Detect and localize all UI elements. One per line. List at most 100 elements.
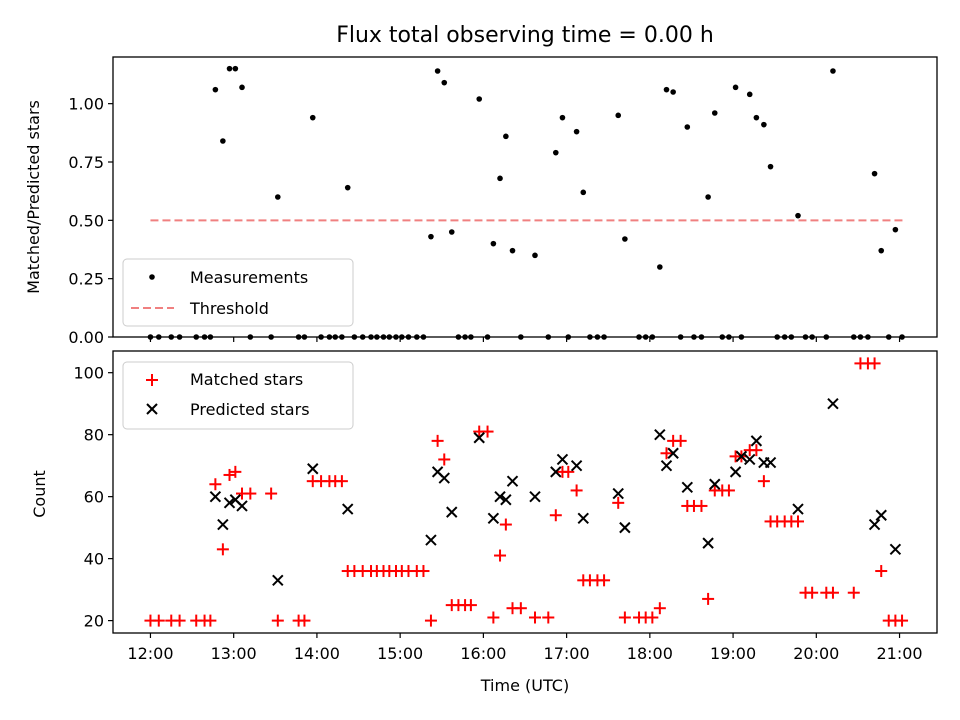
top-plot-frame (112, 56, 938, 338)
matched-star-point (209, 478, 222, 491)
top-legend-box (122, 258, 354, 327)
top-panel: Flux total observing time = 0.00 h Match… (24, 23, 938, 347)
measurement-point (761, 121, 767, 128)
predicted-star-point (619, 521, 631, 534)
measurement-point (711, 110, 718, 116)
matched-star-point (653, 602, 666, 615)
predicted-star-point (764, 456, 777, 469)
predicted-star-point (750, 435, 763, 447)
measurement-point (434, 68, 441, 74)
y-tick-label: 0.50 (68, 211, 104, 230)
predicted-star-point (654, 428, 666, 441)
y-tick-label: 20 (84, 612, 104, 631)
x-tick-label: 13:00 (211, 644, 257, 663)
measurement-point (892, 226, 899, 233)
x-axis-label: Time (UTC) (480, 676, 569, 695)
measurement-point (226, 65, 233, 72)
predicted-star-point (236, 500, 248, 512)
matched-star-point (229, 465, 242, 478)
matched-star-point (152, 614, 165, 627)
measurement-point (503, 133, 509, 140)
predicted-star-point (577, 512, 589, 525)
matched-star-point (204, 614, 217, 627)
measurement-point (830, 68, 836, 74)
matched-star-point (528, 611, 541, 624)
matched-star-point (549, 509, 562, 522)
matched-star-point (265, 487, 278, 500)
predicted-star-point (217, 518, 229, 531)
measurement-point (490, 240, 497, 247)
predicted-star-point (889, 543, 902, 556)
measurement-point (552, 149, 559, 156)
legend-label-predicted: Predicted stars (190, 400, 310, 419)
matched-star-point (646, 611, 659, 624)
bottom-y-axis-label: Count (30, 470, 49, 518)
legend-marker-predicted (146, 403, 158, 415)
predicted-star-point (425, 534, 437, 546)
matched-star-point (424, 614, 437, 627)
predicted-star-point (209, 490, 222, 503)
matched-star-point (618, 611, 631, 624)
x-tick-label: 15:00 (377, 644, 423, 663)
measurement-point (871, 170, 878, 177)
measurement-point (746, 91, 753, 98)
predicted-star-point (744, 453, 756, 466)
predicted-star-point (827, 397, 839, 410)
measurement-point (732, 84, 739, 91)
y-tick-label: 0.75 (68, 153, 104, 172)
legend-label-matched: Matched stars (190, 370, 303, 389)
bottom-plot-frame (112, 350, 938, 634)
y-tick-label: 80 (84, 426, 104, 445)
measurement-point (275, 194, 281, 200)
matched-star-point (750, 444, 763, 457)
bottom-x-ticks: 12:00 13:00 14:00 15:00 16:00 17:00 18:00 19:00… (127, 633, 923, 663)
top-plot-area (147, 65, 905, 340)
predicted-star-point (500, 494, 512, 506)
matched-star-point (335, 475, 348, 488)
matched-star-point (481, 425, 494, 438)
predicted-star-point (342, 503, 354, 515)
matched-star-point (826, 586, 839, 599)
predicted-star-point (556, 453, 569, 466)
predicted-star-point (792, 503, 804, 515)
measurement-point (232, 65, 239, 72)
measurement-point (795, 212, 801, 219)
matched-star-point (542, 611, 555, 624)
matched-star-point (173, 614, 186, 627)
predicted-star-point (438, 472, 450, 484)
legend-label-measurements: Measurements (190, 268, 308, 287)
legend-marker-matched (146, 374, 158, 386)
matched-star-point (487, 611, 500, 624)
predicted-star-point (529, 490, 541, 503)
predicted-star-point (702, 537, 714, 549)
x-tick-label: 19:00 (710, 644, 756, 663)
y-tick-label: 0.00 (68, 328, 104, 347)
measurement-point (663, 86, 670, 93)
predicted-star-point (272, 574, 284, 587)
bottom-legend: Matched stars Predicted stars (122, 361, 354, 430)
matched-star-point (875, 565, 888, 578)
x-tick-label: 12:00 (127, 644, 173, 663)
y-tick-label: 0.25 (68, 270, 104, 289)
predicted-star-point (223, 497, 236, 509)
matched-star-point (847, 586, 860, 599)
measurement-point (705, 194, 711, 200)
measurement-point (212, 86, 219, 93)
matched-star-point (598, 574, 611, 587)
matched-star-point (695, 499, 708, 512)
measurement-point (532, 252, 538, 259)
predicted-star-point (729, 466, 742, 478)
predicted-star-point (550, 466, 562, 478)
measurement-point (441, 79, 448, 86)
measurement-point (657, 264, 663, 270)
top-y-axis-label: Matched/Predicted stars (24, 100, 43, 294)
measurement-point (344, 184, 351, 191)
matched-star-point (896, 614, 909, 627)
y-tick-label: 100 (73, 364, 104, 383)
measurement-point (573, 128, 580, 135)
measurement-point (428, 233, 434, 240)
measurement-point (615, 112, 622, 119)
matched-star-point (494, 549, 507, 562)
